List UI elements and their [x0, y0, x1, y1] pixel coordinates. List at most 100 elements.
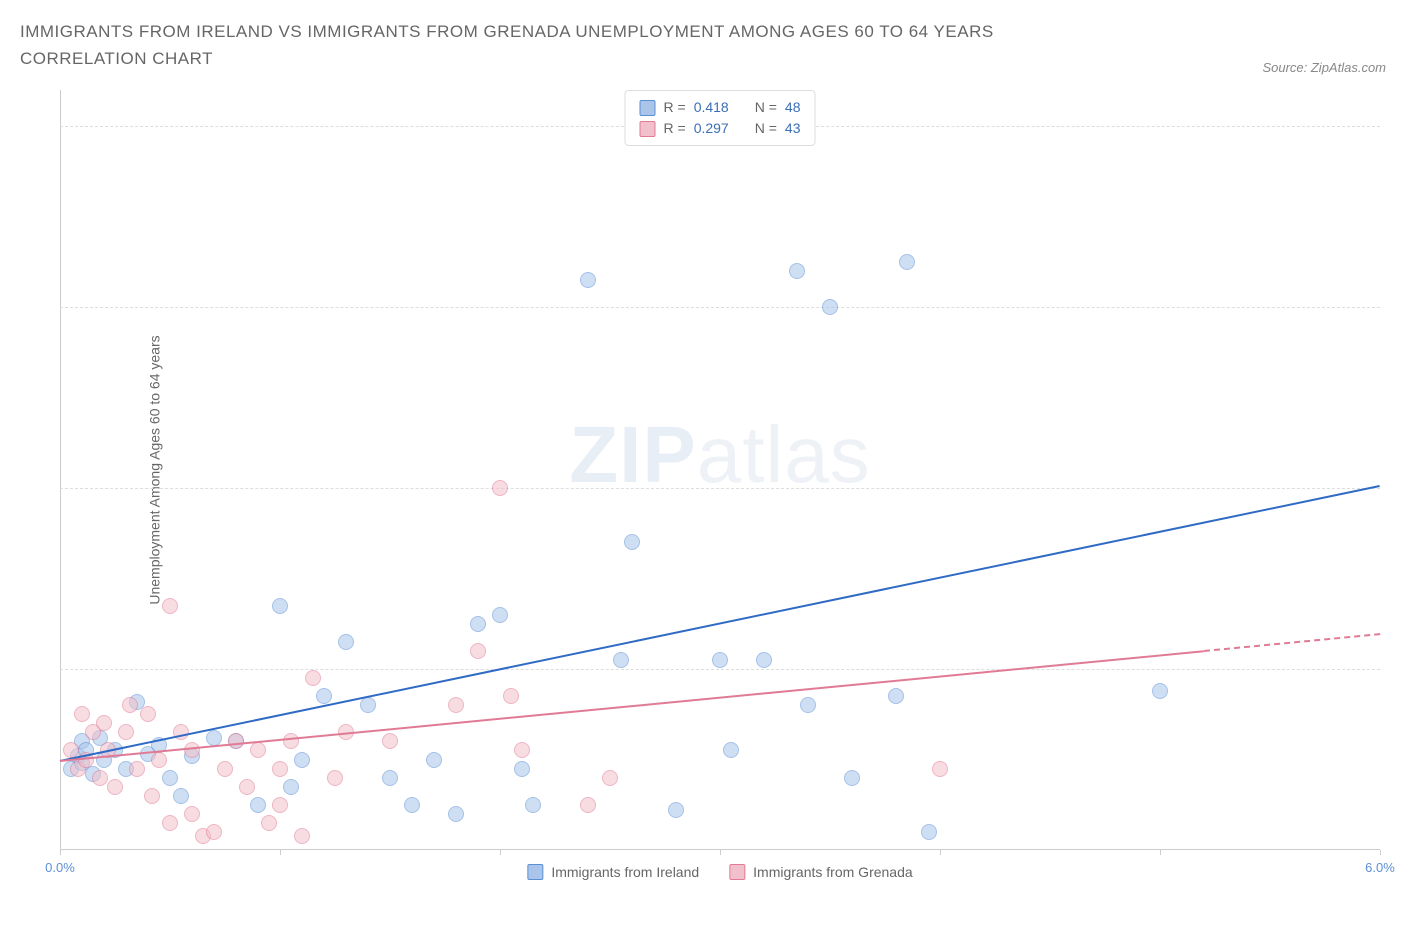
scatter-point	[514, 761, 530, 777]
scatter-point	[144, 788, 160, 804]
scatter-point	[613, 652, 629, 668]
r-value: 0.297	[694, 118, 729, 139]
scatter-point	[888, 688, 904, 704]
chart-title: IMMIGRANTS FROM IRELAND VS IMMIGRANTS FR…	[20, 18, 1120, 72]
legend-swatch	[640, 121, 656, 137]
scatter-point	[1152, 683, 1168, 699]
scatter-point	[822, 299, 838, 315]
legend-item: Immigrants from Ireland	[527, 864, 699, 880]
scatter-point	[723, 742, 739, 758]
scatter-point	[151, 752, 167, 768]
gridline	[60, 669, 1380, 670]
legend-swatch	[729, 864, 745, 880]
scatter-point	[173, 788, 189, 804]
gridline	[60, 488, 1380, 489]
legend-row: R = 0.418 N = 48	[640, 97, 801, 118]
scatter-point	[122, 697, 138, 713]
y-axis-line	[60, 90, 61, 850]
scatter-point	[514, 742, 530, 758]
watermark-left: ZIP	[569, 410, 696, 499]
scatter-point	[525, 797, 541, 813]
scatter-point	[580, 797, 596, 813]
series-legend: Immigrants from Ireland Immigrants from G…	[527, 864, 912, 880]
scatter-point	[294, 752, 310, 768]
scatter-point	[448, 697, 464, 713]
scatter-point	[118, 724, 134, 740]
x-tick	[940, 850, 941, 855]
scatter-point	[96, 715, 112, 731]
scatter-point	[668, 802, 684, 818]
scatter-point	[272, 797, 288, 813]
scatter-point	[921, 824, 937, 840]
scatter-point	[140, 706, 156, 722]
scatter-point	[107, 779, 123, 795]
scatter-point	[382, 770, 398, 786]
x-tick	[1160, 850, 1161, 855]
scatter-point	[129, 761, 145, 777]
trend-line	[60, 484, 1380, 761]
scatter-point	[932, 761, 948, 777]
scatter-point	[492, 480, 508, 496]
scatter-point	[470, 643, 486, 659]
scatter-point	[360, 697, 376, 713]
scatter-point	[250, 742, 266, 758]
scatter-point	[294, 828, 310, 844]
scatter-point	[162, 815, 178, 831]
scatter-point	[756, 652, 772, 668]
source-attribution: Source: ZipAtlas.com	[1262, 60, 1386, 75]
scatter-point	[338, 634, 354, 650]
x-tick	[500, 850, 501, 855]
scatter-point	[602, 770, 618, 786]
scatter-point	[206, 730, 222, 746]
n-value: 43	[785, 118, 801, 139]
scatter-point	[272, 598, 288, 614]
scatter-point	[580, 272, 596, 288]
legend-item: Immigrants from Grenada	[729, 864, 913, 880]
trend-line	[60, 650, 1204, 762]
scatter-point	[305, 670, 321, 686]
correlation-legend: R = 0.418 N = 48R = 0.297 N = 43	[625, 90, 816, 146]
legend-swatch	[640, 100, 656, 116]
legend-swatch	[527, 864, 543, 880]
scatter-point	[789, 263, 805, 279]
scatter-point	[228, 733, 244, 749]
scatter-point	[382, 733, 398, 749]
r-value: 0.418	[694, 97, 729, 118]
scatter-point	[162, 770, 178, 786]
scatter-point	[404, 797, 420, 813]
scatter-point	[492, 607, 508, 623]
r-label: R =	[664, 118, 686, 139]
scatter-point	[206, 824, 222, 840]
scatter-point	[162, 598, 178, 614]
scatter-point	[503, 688, 519, 704]
scatter-point	[712, 652, 728, 668]
scatter-point	[283, 779, 299, 795]
n-value: 48	[785, 97, 801, 118]
scatter-point	[316, 688, 332, 704]
scatter-point	[261, 815, 277, 831]
scatter-point	[800, 697, 816, 713]
scatter-point	[448, 806, 464, 822]
watermark: ZIPatlas	[569, 409, 870, 501]
watermark-right: atlas	[697, 410, 871, 499]
gridline	[60, 307, 1380, 308]
scatter-point	[184, 742, 200, 758]
r-label: R =	[664, 97, 686, 118]
y-axis-label: Unemployment Among Ages 60 to 64 years	[147, 335, 163, 604]
scatter-point	[217, 761, 233, 777]
legend-row: R =0.297N =43	[640, 118, 801, 139]
legend-label: Immigrants from Grenada	[753, 864, 913, 880]
x-tick	[1380, 850, 1381, 855]
scatter-point	[92, 770, 108, 786]
scatter-point	[74, 706, 90, 722]
x-tick-label: 6.0%	[1365, 860, 1395, 875]
scatter-point	[272, 761, 288, 777]
n-label: N =	[755, 97, 777, 118]
scatter-point	[250, 797, 266, 813]
scatter-point	[184, 806, 200, 822]
scatter-point	[899, 254, 915, 270]
scatter-point	[844, 770, 860, 786]
x-tick	[720, 850, 721, 855]
scatter-point	[283, 733, 299, 749]
x-tick	[280, 850, 281, 855]
